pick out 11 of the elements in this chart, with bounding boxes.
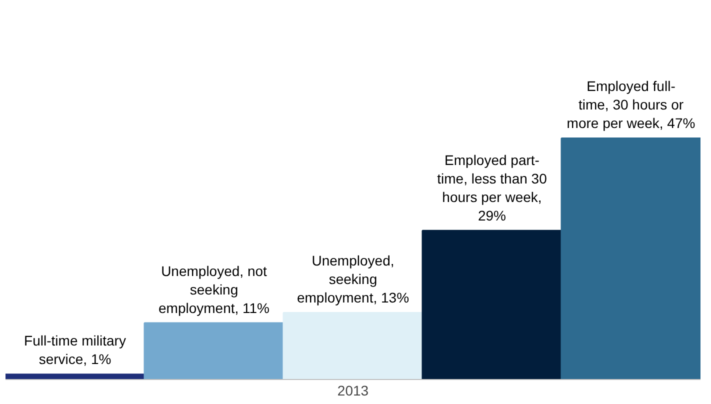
bar [6,374,146,380]
bar [144,322,284,380]
data-label: Full-time military service, 1% [24,332,126,368]
data-label: Unemployed, seeking employment, 13% [296,252,410,306]
bar [282,312,424,380]
data-label: Unemployed, not seeking employment, 11% [158,262,270,316]
bar [560,137,700,380]
data-label: Employed full-time, 30 hours or more per week, 47% [566,78,696,131]
bar [422,230,562,380]
data-label: Employed part-time, less than 30 hours per week, 29% [437,152,548,224]
x-axis-title: 2013 [337,382,369,398]
